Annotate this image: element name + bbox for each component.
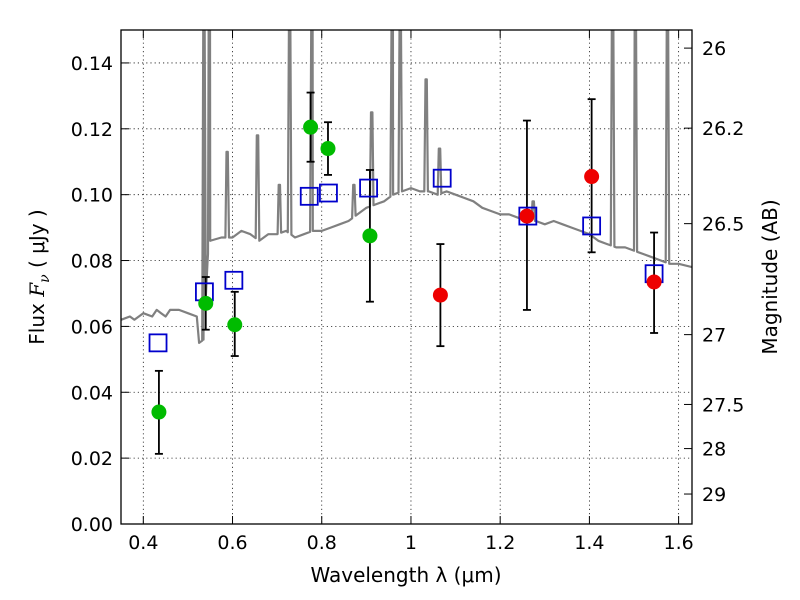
y-axis-title-unit: ( μJy ) [25,209,49,274]
synthetic-photometry-square [319,183,338,203]
y-tick-label: 0.08 [71,251,113,273]
measured-flux-point [303,119,319,135]
synthetic-photometry-square [432,168,452,188]
measured-flux-point [519,208,535,224]
measured-flux-point [646,274,662,290]
y-tick-label: 0.02 [71,448,113,470]
measured-flux-point [432,287,448,303]
synthetic-photometry-square [582,216,602,236]
grid [121,30,692,525]
measured-flux-point [227,317,243,333]
x-tick-label: 0.4 [128,532,158,554]
right-tick-label: 26.2 [702,118,744,140]
right-tick-label: 27.5 [702,394,744,416]
data-points-layer [148,119,664,420]
y-axis-title-subscript: ν [37,274,53,283]
synthetic-photometry-square [224,270,244,290]
synthetic-photometry-square [299,186,319,206]
synthetic-photometry-square [518,206,538,226]
right-tick-label: 28 [702,439,726,461]
measured-flux-point [198,295,214,311]
x-tick-label: 1 [405,532,417,554]
right-axis-title: Magnitude (AB) [758,199,782,354]
y-tick-label: 0.14 [71,53,113,75]
x-tick-label: 0.8 [307,532,337,554]
y-tick-label: 0.10 [71,185,113,207]
y-tick-label: 0.12 [71,119,113,141]
measured-flux-point [151,404,167,420]
x-axis-title: Wavelength λ (μm) [310,563,501,587]
model-sed-layer [121,30,692,344]
x-tick-label: 1.2 [485,532,515,554]
y-tick-label: 0.04 [71,382,113,404]
axis-ticks [121,30,692,525]
x-tick-label: 1.6 [664,532,694,554]
y-tick-label: 0.00 [71,514,113,536]
y-tick-label: 0.06 [71,316,113,338]
right-tick-label: 27 [702,325,726,347]
x-tick-label: 1.4 [574,532,604,554]
model-sed-line [121,30,692,344]
plot-frame [120,29,693,525]
y-axis-title-prefix: Flux [25,297,49,345]
right-tick-label: 26 [702,38,726,60]
measured-flux-point [362,228,378,244]
x-tick-label: 0.6 [217,532,247,554]
measured-flux-point [320,141,336,157]
y-axis-title: Flux Fν ( μJy ) [25,209,53,344]
measured-flux-point [584,169,600,185]
y-axis-title-symbol: F [25,282,49,298]
synthetic-photometry-square [148,333,168,353]
right-tick-label: 26.5 [702,214,744,236]
error-bars-layer [154,91,659,455]
right-tick-label: 29 [702,484,726,506]
tick-labels: 0.4 0.6 0.8 1 1.2 1.4 1.6 0.00 0.02 0.04 0.06 0.08 0… [71,38,745,554]
synthetic-photometry-square [359,178,378,198]
